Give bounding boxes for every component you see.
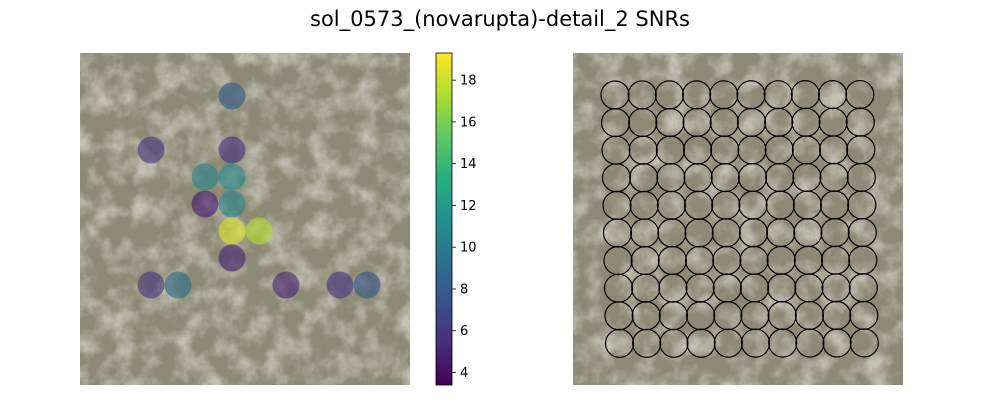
terrain-speckle-right (573, 53, 903, 385)
snr-dot (218, 244, 246, 272)
snr-dot (137, 136, 165, 164)
snr-dot (137, 271, 165, 299)
figure-title: sol_0573_(novarupta)-detail_2 SNRs (310, 7, 690, 32)
snr-dot (218, 190, 246, 218)
colorbar-tick-label: 4 (460, 366, 468, 381)
snr-overlay-panel (80, 53, 410, 385)
sampling-ring (604, 328, 635, 358)
snr-dot (218, 136, 246, 164)
snr-dot (353, 271, 381, 299)
sampling-ring (740, 328, 771, 358)
colorbar-ticks: 4 6 8 10 12 14 16 18 (452, 74, 477, 381)
snr-dots (137, 82, 381, 299)
colorbar-tick-label: 14 (460, 157, 477, 172)
colorbar-tick-label: 12 (460, 199, 477, 214)
sampling-grid-panel (573, 53, 903, 385)
colorbar-tick-label: 18 (460, 74, 477, 89)
snr-dot (191, 163, 219, 191)
terrain-speckle-left (80, 53, 410, 385)
sampling-ring (686, 328, 716, 358)
sampling-ring (795, 328, 825, 358)
sampling-ring (849, 328, 879, 358)
colorbar-tick-label: 10 (460, 241, 477, 256)
sampling-ring (659, 328, 689, 358)
colorbar-tick-label: 6 (460, 324, 468, 339)
colorbar-tick-label: 16 (460, 115, 477, 130)
sampling-ring (713, 328, 743, 358)
snr-dot (191, 190, 219, 218)
colorbar: 4 6 8 10 12 14 16 18 (435, 52, 477, 386)
snr-dot (164, 271, 192, 299)
sampling-rings (600, 79, 879, 358)
snr-dot (218, 82, 246, 110)
sampling-ring (768, 328, 798, 358)
snr-dot (218, 163, 246, 191)
snr-dot (272, 271, 300, 299)
snr-dot (245, 217, 273, 245)
snr-dot (218, 217, 246, 245)
sampling-ring (822, 328, 852, 358)
sampling-ring (632, 328, 662, 358)
snr-dot (326, 271, 354, 299)
colorbar-fill (435, 52, 453, 386)
colorbar-tick-label: 8 (460, 282, 468, 297)
